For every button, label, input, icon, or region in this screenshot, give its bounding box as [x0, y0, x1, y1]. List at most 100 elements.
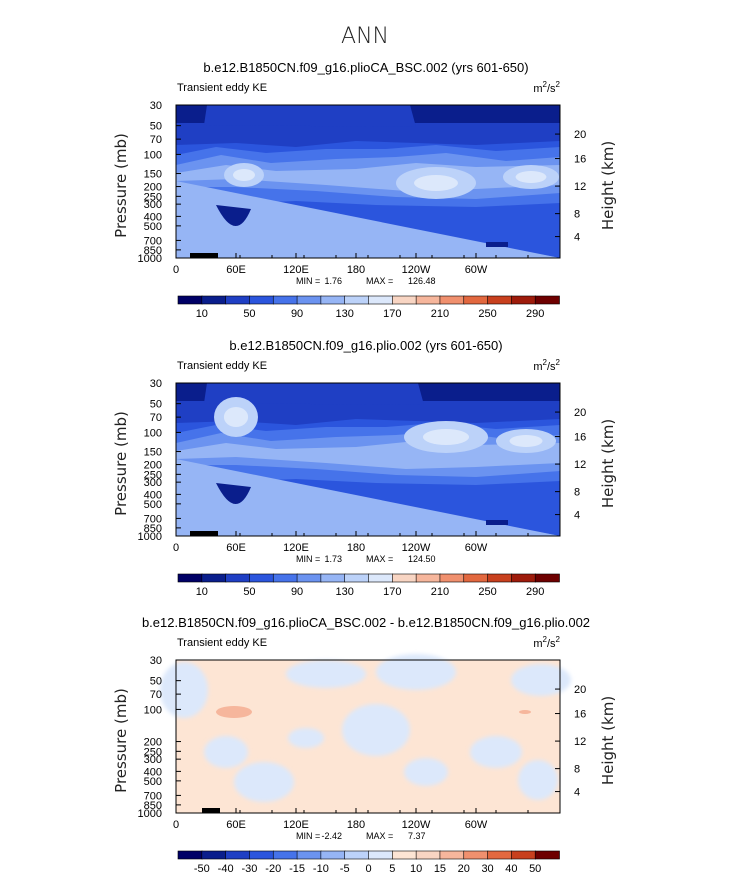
colorbar-label: 20 — [458, 863, 470, 875]
colorbar-cell — [534, 850, 560, 860]
contour-neg-8 — [470, 736, 522, 768]
colorbar-cell — [511, 850, 536, 860]
colorbar-cell — [415, 295, 441, 305]
contour-dip — [216, 483, 251, 505]
y-tick-label: 150 — [144, 447, 162, 459]
colorbar-cell — [344, 573, 370, 583]
y-tick-label: 500 — [144, 776, 162, 788]
min-label: MIN = — [296, 276, 320, 286]
y-tick-label: 850 — [144, 523, 162, 535]
y-tick-label: 100 — [144, 427, 162, 439]
colorbar-label: 90 — [291, 586, 303, 598]
y-tick-label: 50 — [150, 121, 162, 133]
y-right-axis-title: Height (km) — [599, 141, 617, 230]
panel-title: b.e12.B1850CN.f09_g16.plioCA_BSC.002 (yr… — [203, 60, 528, 75]
min-label: MIN = — [296, 554, 320, 564]
y-right-tick-label: 8 — [574, 209, 580, 221]
y-tick-label: 300 — [144, 199, 162, 211]
y-right-tick-label: 4 — [574, 510, 580, 522]
x-tick-label: 180 — [347, 819, 365, 831]
y-right-tick-label: 4 — [574, 232, 580, 244]
y-tick-label: 300 — [144, 754, 162, 766]
colorbar-cell — [392, 295, 417, 305]
y-right-tick-label: 20 — [574, 684, 586, 696]
y-tick-label: 850 — [144, 245, 162, 257]
colorbar-label: 250 — [478, 308, 496, 320]
colorbar-cell — [320, 295, 346, 305]
colorbar-cell — [225, 850, 251, 860]
contour-peak-2 — [515, 171, 547, 183]
y-tick-label: 1000 — [138, 253, 162, 265]
min-value: -2.42 — [321, 831, 342, 841]
x-tick-label: 180 — [347, 542, 365, 554]
y-right-tick-label: 4 — [574, 787, 580, 799]
y-tick-label: 30 — [150, 100, 162, 112]
min-label: MIN = — [296, 831, 320, 841]
units-exp2: 2 — [556, 358, 561, 367]
colorbar-label: 50 — [529, 863, 541, 875]
contour-top-gap — [204, 105, 416, 127]
contour-pos-small — [519, 710, 531, 714]
colorbar-cell — [511, 295, 536, 305]
y-tick-label: 400 — [144, 766, 162, 778]
topography-mask — [202, 808, 220, 813]
colorbar-cell — [487, 850, 513, 860]
units-exp2: 2 — [556, 80, 561, 89]
y-right-axis-title: Height (km) — [599, 419, 617, 508]
colorbar-label: -10 — [313, 863, 329, 875]
colorbar-cell — [534, 295, 560, 305]
colorbar-cell — [392, 850, 417, 860]
contour-peak-1 — [422, 429, 470, 445]
colorbar-label: 290 — [526, 586, 544, 598]
colorbar-cell — [296, 295, 322, 305]
colorbar-label: 50 — [243, 308, 255, 320]
colorbar-label: -50 — [194, 863, 210, 875]
colorbar-cell — [201, 850, 227, 860]
colorbar-label: 10 — [196, 586, 208, 598]
contour-neg-2 — [376, 654, 456, 690]
min-value: 1.76 — [324, 276, 342, 286]
y-right-axis-title: Height (km) — [599, 696, 617, 785]
contour-level-4 — [176, 441, 560, 536]
colorbar-cell — [225, 573, 251, 583]
y-right-tick-label: 20 — [574, 407, 586, 419]
x-tick-label: 180 — [347, 264, 365, 276]
colorbar-label: 130 — [336, 586, 354, 598]
units-base: m — [533, 361, 542, 373]
panel-3: b.e12.B1850CN.f09_g16.plioCA_BSC.002 - b… — [112, 615, 617, 875]
max-label: MAX = — [366, 276, 393, 286]
x-tick-label: 120E — [283, 819, 309, 831]
colorbar-cell — [320, 850, 346, 860]
figure-title: ANN — [341, 24, 389, 49]
max-label: MAX = — [366, 831, 393, 841]
units-exp2: 2 — [556, 635, 561, 644]
colorbar-label: 170 — [383, 308, 401, 320]
y-tick-label: 250 — [144, 469, 162, 481]
colorbar-label: -5 — [340, 863, 350, 875]
y-right-tick-label: 8 — [574, 764, 580, 776]
y-tick-label: 700 — [144, 790, 162, 802]
colorbar-cell — [487, 295, 513, 305]
colorbar-label: 10 — [196, 308, 208, 320]
x-tick-label: 120W — [402, 819, 431, 831]
max-value: 124.50 — [408, 554, 436, 564]
x-tick-label: 60W — [465, 542, 488, 554]
y-tick-label: 150 — [144, 169, 162, 181]
topography-mask — [190, 253, 218, 258]
units-mid: /s — [547, 83, 556, 95]
contour-dip — [216, 205, 251, 227]
colorbar-cell — [249, 850, 275, 860]
x-tick-label: 0 — [173, 264, 179, 276]
units-label: m2/s2 — [533, 358, 560, 373]
x-tick-label: 60W — [465, 264, 488, 276]
y-tick-label: 50 — [150, 399, 162, 411]
colorbar-cell — [439, 295, 465, 305]
colorbar-cell — [392, 573, 417, 583]
contour-neg-5 — [234, 762, 294, 802]
x-tick-label: 0 — [173, 542, 179, 554]
x-tick-label: 120E — [283, 542, 309, 554]
colorbar-cell — [534, 573, 560, 583]
y-right-tick-label: 12 — [574, 736, 586, 748]
colorbar-label: 250 — [478, 586, 496, 598]
